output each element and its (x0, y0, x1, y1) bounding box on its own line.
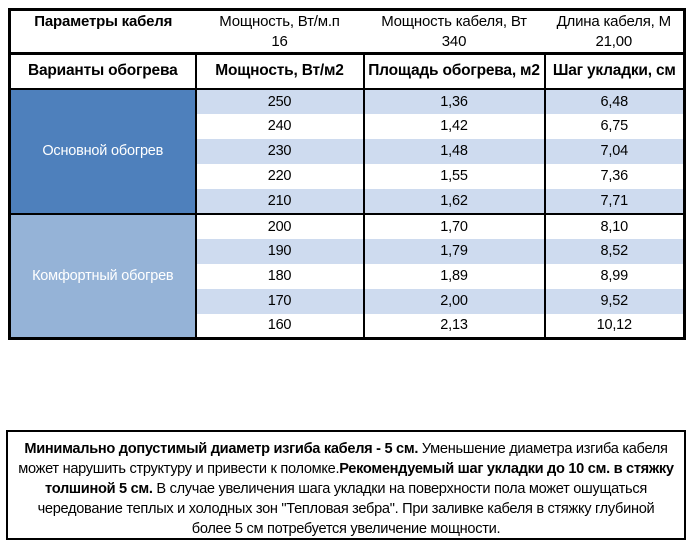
table-row: Комфортный обогрев 200 1,70 8,10 (8, 212, 686, 340)
table-row: 210 1,62 7,71 (10, 188, 686, 214)
power-cell: 180 (194, 263, 365, 289)
power-cell: 190 (194, 238, 365, 264)
step-cell: 9,52 (543, 288, 686, 314)
step-cell: 8,52 (543, 238, 686, 264)
power-cell: 200 (194, 212, 365, 239)
table-row: 160 2,13 10,12 (10, 313, 686, 339)
area-cell: 1,79 (362, 238, 546, 264)
note-text-structure: Уменьшение диаметра изгиба кабеля может … (18, 441, 668, 477)
power-cell: 220 (194, 163, 365, 189)
note-text-thermal-zebra: В случае увеличения шага укладки на пове… (37, 481, 655, 537)
header-power: Мощность, Вт/м2 (194, 52, 365, 90)
area-cell: 1,89 (362, 263, 546, 289)
step-cell: 6,48 (543, 88, 686, 114)
area-cell: 1,36 (362, 88, 546, 114)
step-cell: 6,75 (543, 113, 686, 139)
area-cell: 2,13 (362, 313, 546, 339)
area-cell: 1,42 (362, 113, 546, 139)
empty-cell (10, 32, 196, 54)
note-bold-recommended-step: Рекомендуемый шаг укладки до 10 см. в ст… (45, 461, 674, 497)
power-cell: 160 (194, 313, 365, 339)
step-cell: 10,12 (543, 313, 686, 339)
header-step: Шаг укладки, см (543, 52, 686, 90)
header-area: Площадь обогрева, м2 (362, 52, 546, 90)
step-cell: 8,10 (543, 212, 686, 239)
step-cell: 7,04 (543, 138, 686, 164)
power-cell: 250 (194, 88, 365, 114)
step-cell: 7,36 (543, 163, 686, 189)
area-cell: 1,62 (362, 188, 546, 214)
table-row: 230 1,48 7,04 (10, 138, 686, 164)
param-value-cable-power: 340 (441, 33, 467, 51)
note-box: Минимально допустимый диаметр изгиба каб… (6, 430, 686, 540)
cable-params-title: Параметры кабеля (34, 12, 173, 30)
param-label-power-per-meter: Мощность, Вт/м.п (219, 12, 340, 30)
power-cell: 210 (194, 188, 365, 214)
param-value-cable-length: 21,00 (595, 33, 633, 51)
param-label-cable-power: Мощность кабеля, Вт (381, 12, 527, 30)
table-row: 220 1,55 7,36 (10, 163, 686, 189)
area-cell: 1,70 (362, 212, 546, 239)
power-cell: 240 (194, 113, 365, 139)
step-cell: 8,99 (543, 263, 686, 289)
cable-spec-table: Параметры кабеля Мощность, Вт/м.п Мощнос… (8, 8, 686, 340)
note-bold-min-bend-diameter: Минимально допустимый диаметр изгиба каб… (24, 441, 419, 457)
table-row: 190 1,79 8,52 (10, 238, 686, 264)
table-row: Основной обогрев 250 1,36 6,48 (8, 87, 686, 215)
table-row: 170 2,00 9,52 (10, 288, 686, 314)
cable-params-value-row: 16 340 21,00 (10, 32, 685, 54)
area-cell: 2,00 (362, 288, 546, 314)
table-row: 180 1,89 8,99 (10, 263, 686, 289)
table-row: 240 1,42 6,75 (10, 113, 686, 139)
power-cell: 230 (194, 138, 365, 164)
param-label-cable-length: Длина кабеля, М (556, 12, 671, 30)
power-cell: 170 (194, 288, 365, 314)
area-cell: 1,55 (362, 163, 546, 189)
area-cell: 1,48 (362, 138, 546, 164)
header-variants: Варианты обогрева (8, 52, 197, 90)
section-label-main-heating: Основной обогрев (8, 87, 197, 215)
param-value-power-per-meter: 16 (271, 33, 288, 51)
cable-params-label-row: Параметры кабеля Мощность, Вт/м.п Мощнос… (10, 10, 685, 32)
step-cell: 7,71 (543, 188, 686, 214)
heating-table-header-row: Варианты обогрева Мощность, Вт/м2 Площад… (8, 52, 686, 90)
section-label-comfort-heating: Комфортный обогрев (8, 212, 197, 340)
